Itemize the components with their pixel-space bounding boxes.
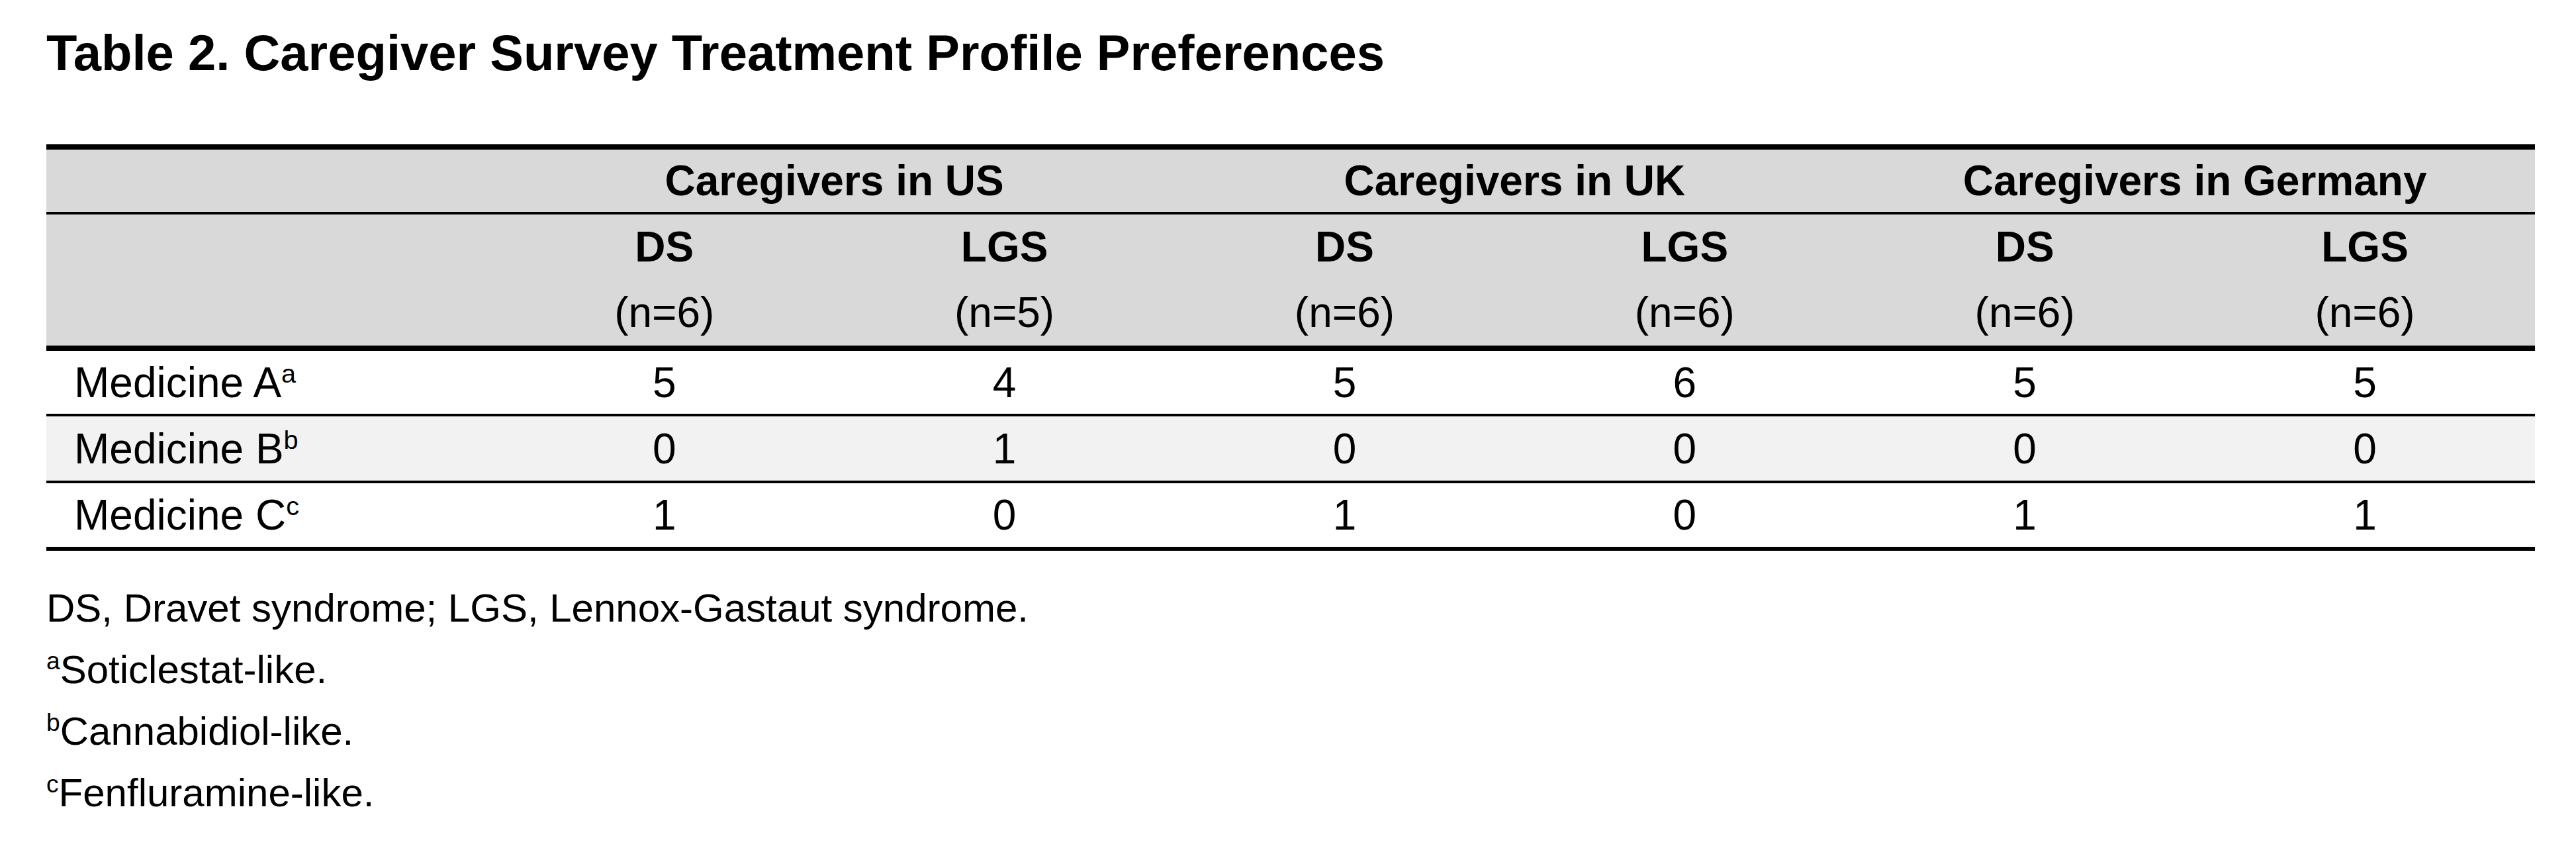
footnote-marker: c: [286, 491, 299, 520]
row-label: Medicine Bb: [46, 415, 494, 482]
sub-header-row: DS (n=6) LGS (n=5) DS (n=6) LGS (n=6): [46, 213, 2535, 348]
cell-value: 0: [494, 415, 835, 482]
medicine-name: Medicine C: [74, 491, 286, 539]
page: Table 2. Caregiver Survey Treatment Prof…: [0, 0, 2576, 850]
footnote-text: Soticlestat-like.: [60, 647, 327, 692]
row-label: Medicine Aa: [46, 348, 494, 415]
col-abbr: DS: [494, 214, 835, 280]
corner-cell: [46, 147, 494, 213]
cell-value: 5: [494, 348, 835, 415]
table-row-medicine-c: Medicine Cc 1 0 1 0 1 1: [46, 482, 2535, 549]
col-header-uk-lgs: LGS (n=6): [1514, 213, 1855, 348]
col-abbr: DS: [1175, 214, 1515, 280]
footnote-text: DS, Dravet syndrome; LGS, Lennox-Gastaut…: [46, 586, 1029, 630]
table-row-medicine-a: Medicine Aa 5 4 5 6 5 5: [46, 348, 2535, 415]
footnote-a: aSoticlestat-like.: [46, 639, 1029, 700]
col-header-uk-ds: DS (n=6): [1175, 213, 1515, 348]
cell-value: 1: [494, 482, 835, 549]
cell-value: 4: [835, 348, 1175, 415]
footnote-text: Fenfluramine-like.: [59, 771, 375, 815]
table-container: Caregivers in US Caregivers in UK Caregi…: [46, 144, 2535, 551]
row-label: Medicine Cc: [46, 482, 494, 549]
cell-value: 0: [1514, 415, 1855, 482]
corner-cell-2: [46, 213, 494, 348]
table-body: Medicine Aa 5 4 5 6 5 5 Medicine Bb 0 1 …: [46, 348, 2535, 549]
cell-value: 1: [835, 415, 1175, 482]
col-n: (n=6): [2195, 280, 2535, 346]
col-n: (n=6): [1514, 280, 1855, 346]
table-header: Caregivers in US Caregivers in UK Caregi…: [46, 147, 2535, 348]
footnote-c: cFenfluramine-like.: [46, 762, 1029, 824]
footnote-marker: a: [46, 647, 60, 675]
table-row-medicine-b: Medicine Bb 0 1 0 0 0 0: [46, 415, 2535, 482]
preferences-table: Caregivers in US Caregivers in UK Caregi…: [46, 144, 2535, 551]
medicine-name: Medicine A: [74, 359, 281, 406]
col-abbr: LGS: [1514, 214, 1855, 280]
group-header-germany: Caregivers in Germany: [1855, 147, 2535, 213]
footnote-marker: a: [281, 358, 296, 387]
footnote-text: Cannabidiol-like.: [60, 709, 354, 753]
cell-value: 1: [1855, 482, 2195, 549]
cell-value: 5: [1855, 348, 2195, 415]
footnote-marker: b: [46, 708, 60, 736]
group-header-uk: Caregivers in UK: [1175, 147, 1855, 213]
cell-value: 1: [2195, 482, 2535, 549]
cell-value: 0: [1855, 415, 2195, 482]
footnote-b: bCannabidiol-like.: [46, 700, 1029, 762]
cell-value: 5: [1175, 348, 1515, 415]
footnote-marker: c: [46, 770, 59, 798]
col-n: (n=5): [835, 280, 1175, 346]
cell-value: 1: [1175, 482, 1515, 549]
col-abbr: LGS: [2195, 214, 2535, 280]
footnote-abbreviations: DS, Dravet syndrome; LGS, Lennox-Gastaut…: [46, 577, 1029, 639]
cell-value: 0: [1514, 482, 1855, 549]
group-header-us: Caregivers in US: [494, 147, 1175, 213]
col-n: (n=6): [1855, 280, 2195, 346]
col-header-de-lgs: LGS (n=6): [2195, 213, 2535, 348]
cell-value: 0: [835, 482, 1175, 549]
col-header-us-ds: DS (n=6): [494, 213, 835, 348]
col-abbr: LGS: [835, 214, 1175, 280]
col-n: (n=6): [494, 280, 835, 346]
cell-value: 5: [2195, 348, 2535, 415]
cell-value: 6: [1514, 348, 1855, 415]
medicine-name: Medicine B: [74, 425, 284, 473]
col-header-us-lgs: LGS (n=5): [835, 213, 1175, 348]
cell-value: 0: [1175, 415, 1515, 482]
group-header-row: Caregivers in US Caregivers in UK Caregi…: [46, 147, 2535, 213]
footnote-marker: b: [284, 424, 299, 453]
col-n: (n=6): [1175, 280, 1515, 346]
footnotes: DS, Dravet syndrome; LGS, Lennox-Gastaut…: [46, 577, 1029, 824]
cell-value: 0: [2195, 415, 2535, 482]
col-abbr: DS: [1855, 214, 2195, 280]
table-title: Table 2. Caregiver Survey Treatment Prof…: [46, 24, 1385, 81]
col-header-de-ds: DS (n=6): [1855, 213, 2195, 348]
